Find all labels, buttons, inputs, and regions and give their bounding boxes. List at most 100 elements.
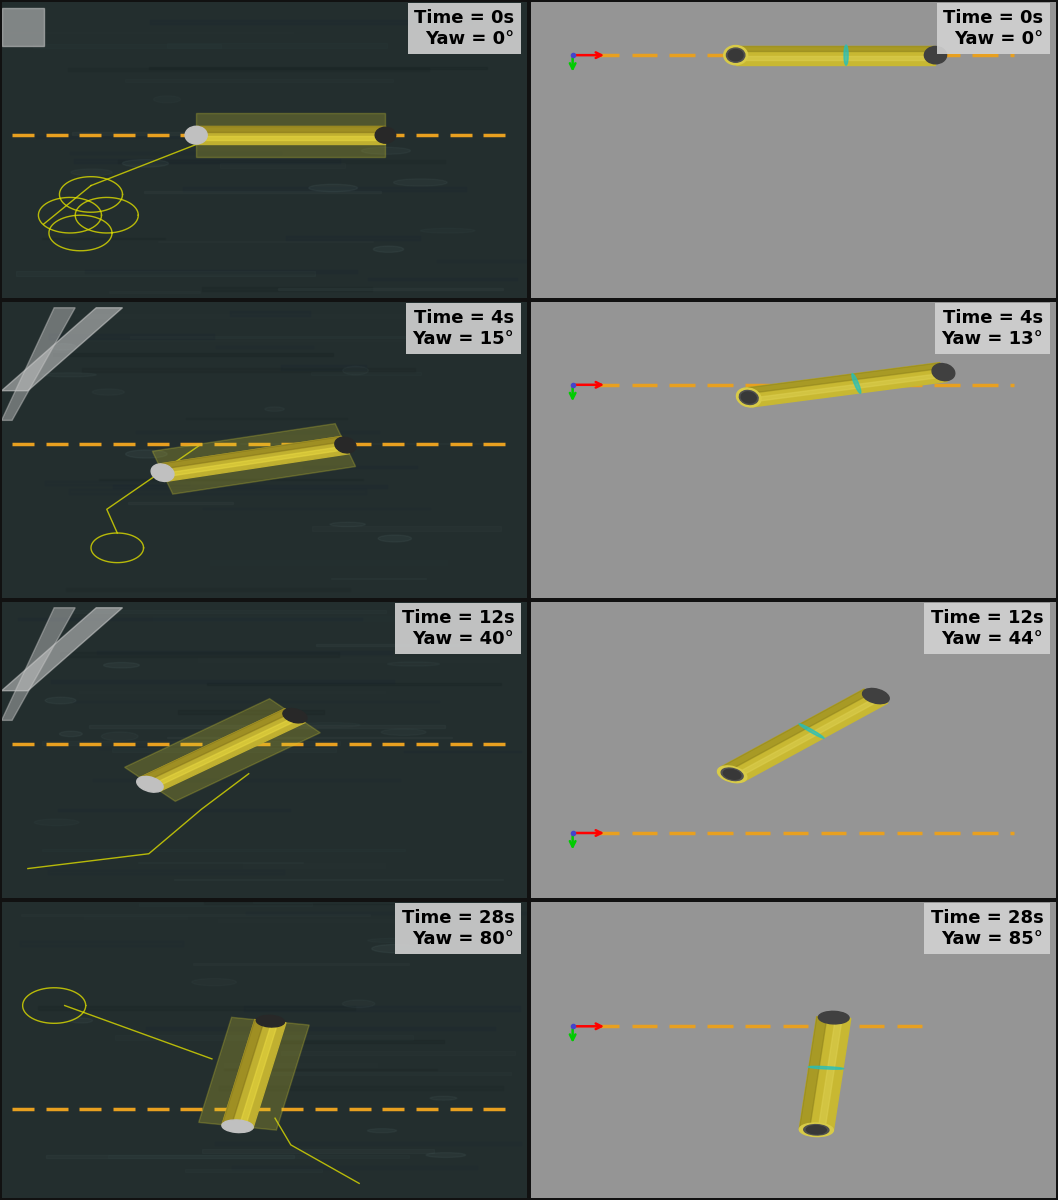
Bar: [42, 850, 405, 851]
Bar: [38, 1007, 354, 1009]
Polygon shape: [735, 46, 935, 65]
Ellipse shape: [819, 1012, 850, 1024]
Bar: [58, 809, 290, 811]
Ellipse shape: [185, 126, 207, 144]
Ellipse shape: [51, 343, 76, 350]
Bar: [139, 904, 312, 906]
Ellipse shape: [334, 437, 355, 452]
Polygon shape: [818, 1018, 842, 1130]
Polygon shape: [733, 697, 881, 778]
Bar: [218, 919, 411, 922]
Polygon shape: [222, 1020, 286, 1128]
Ellipse shape: [724, 46, 748, 65]
Text: Time = 4s
Yaw = 13°: Time = 4s Yaw = 13°: [942, 310, 1043, 348]
Bar: [109, 292, 200, 293]
Polygon shape: [222, 1020, 264, 1126]
Ellipse shape: [222, 1120, 253, 1133]
Text: Time = 0s
Yaw = 0°: Time = 0s Yaw = 0°: [943, 10, 1043, 48]
Polygon shape: [125, 698, 321, 802]
Bar: [312, 526, 501, 530]
Polygon shape: [720, 689, 871, 772]
Polygon shape: [799, 1016, 851, 1130]
Ellipse shape: [343, 1000, 375, 1008]
Bar: [243, 863, 385, 868]
Text: Time = 12s
Yaw = 44°: Time = 12s Yaw = 44°: [931, 610, 1043, 648]
Ellipse shape: [728, 49, 743, 61]
Bar: [111, 748, 336, 752]
Ellipse shape: [45, 697, 76, 704]
Ellipse shape: [722, 768, 743, 780]
Ellipse shape: [808, 1067, 844, 1069]
Bar: [128, 502, 233, 504]
Bar: [113, 485, 387, 487]
Ellipse shape: [59, 731, 83, 737]
Bar: [121, 570, 288, 575]
Bar: [85, 340, 440, 341]
Text: Time = 28s
Yaw = 80°: Time = 28s Yaw = 80°: [402, 910, 514, 948]
Polygon shape: [799, 1016, 827, 1129]
Ellipse shape: [136, 776, 163, 792]
Bar: [219, 1086, 504, 1090]
Bar: [6, 31, 293, 34]
Ellipse shape: [862, 689, 889, 703]
Bar: [36, 136, 358, 138]
Polygon shape: [199, 1018, 309, 1130]
Bar: [185, 1169, 322, 1172]
Ellipse shape: [925, 47, 947, 64]
Bar: [281, 1051, 514, 1055]
Ellipse shape: [371, 944, 421, 953]
Bar: [69, 490, 366, 494]
Bar: [215, 1142, 521, 1145]
Bar: [86, 270, 357, 272]
Bar: [49, 334, 214, 338]
Bar: [146, 1027, 495, 1031]
Ellipse shape: [804, 1124, 828, 1135]
Bar: [33, 43, 221, 48]
Bar: [51, 680, 394, 683]
Text: Time = 4s
Yaw = 15°: Time = 4s Yaw = 15°: [413, 310, 514, 348]
Polygon shape: [159, 437, 349, 481]
Bar: [158, 240, 372, 242]
Polygon shape: [745, 362, 942, 394]
Bar: [331, 577, 426, 578]
Bar: [45, 481, 189, 485]
Bar: [144, 191, 381, 193]
Polygon shape: [735, 46, 935, 52]
Bar: [207, 684, 501, 685]
Bar: [54, 353, 333, 356]
Bar: [286, 235, 420, 240]
Bar: [70, 152, 280, 155]
Polygon shape: [2, 307, 75, 420]
Ellipse shape: [426, 1153, 466, 1158]
Ellipse shape: [264, 407, 285, 412]
Polygon shape: [735, 56, 935, 60]
Bar: [273, 1040, 444, 1043]
Polygon shape: [2, 607, 75, 720]
Ellipse shape: [309, 185, 358, 192]
Polygon shape: [2, 7, 43, 47]
Polygon shape: [196, 113, 385, 157]
Bar: [21, 913, 370, 916]
Ellipse shape: [742, 392, 756, 403]
Polygon shape: [140, 709, 291, 781]
Bar: [83, 368, 415, 372]
Ellipse shape: [330, 522, 365, 527]
Ellipse shape: [717, 766, 747, 782]
Ellipse shape: [70, 1018, 92, 1024]
Bar: [167, 737, 452, 738]
Bar: [149, 67, 487, 70]
Bar: [150, 20, 472, 24]
Bar: [316, 644, 462, 647]
Bar: [232, 1165, 477, 1169]
Ellipse shape: [378, 535, 412, 542]
Bar: [271, 1072, 511, 1075]
Ellipse shape: [71, 169, 112, 175]
Bar: [16, 271, 315, 276]
Bar: [47, 1156, 294, 1158]
Ellipse shape: [736, 388, 761, 407]
Polygon shape: [720, 689, 888, 781]
Bar: [404, 751, 521, 752]
Bar: [117, 160, 445, 162]
Ellipse shape: [806, 1126, 826, 1134]
Bar: [72, 132, 355, 134]
